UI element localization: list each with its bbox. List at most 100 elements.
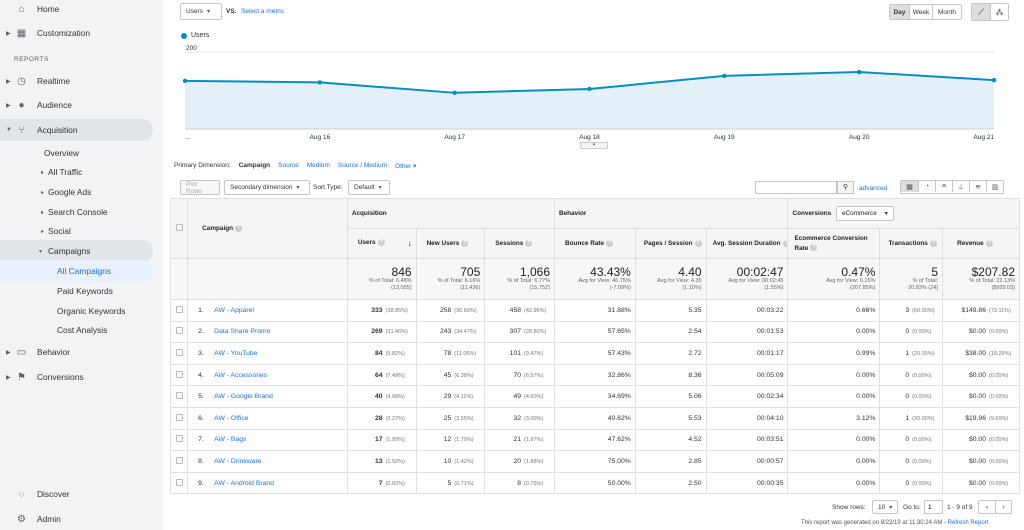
month-button[interactable]: Month bbox=[932, 5, 961, 19]
pie-view-icon[interactable]: ◔ bbox=[918, 181, 935, 192]
sidebar-item-all-traffic[interactable]: ▸ All Traffic bbox=[0, 161, 160, 183]
col-pages-session[interactable]: Pages / Session? bbox=[634, 228, 707, 259]
data-point[interactable] bbox=[587, 86, 592, 92]
search-icon[interactable]: ⚲ bbox=[837, 181, 854, 194]
dimension-campaign[interactable]: Campaign bbox=[238, 162, 271, 169]
data-point[interactable] bbox=[452, 90, 457, 96]
comparison-view-icon[interactable]: ⊥ bbox=[952, 181, 969, 192]
campaign-link[interactable]: Data Share Promo bbox=[214, 328, 271, 336]
row-checkbox[interactable] bbox=[175, 478, 183, 486]
sidebar-item-overview[interactable]: Overview bbox=[0, 142, 160, 164]
sidebar-item-discover[interactable]: ◌ Discover bbox=[0, 483, 160, 505]
col-sessions[interactable]: Sessions? bbox=[484, 228, 556, 259]
row-checkbox[interactable] bbox=[175, 305, 183, 313]
table-row[interactable]: 1. AW - Apparel 333 (38.95%) 258 (36.60%) 458(… bbox=[169, 299, 1020, 322]
sidebar-item-all-campaigns[interactable]: All Campaigns bbox=[0, 260, 153, 282]
campaign-header[interactable]: Campaign? bbox=[187, 198, 348, 259]
table-row[interactable]: 7. AW - Bags 17 (1.99%) 12 (1.70%) 21 (1.97%) 47… bbox=[169, 428, 1020, 452]
sidebar-item-acquisition[interactable]: ▼ ⑂ Acquisition bbox=[0, 119, 153, 141]
col-users[interactable]: Users? ↓ bbox=[346, 228, 417, 259]
table-row[interactable]: 5. AW - Google Brand 40 (4.68%) 29 (4.11%) 49(… bbox=[169, 385, 1020, 408]
session-duration-cell: 00:00:35 bbox=[705, 471, 789, 495]
sidebar-item-realtime[interactable]: ▶ ◷ Realtime bbox=[0, 70, 160, 92]
metric-select[interactable]: Users ▾ bbox=[180, 3, 222, 20]
show-rows-select[interactable]: 10 ▾ bbox=[872, 500, 898, 514]
campaign-link[interactable]: AW - Office bbox=[214, 414, 249, 422]
sidebar-item-cost-analysis[interactable]: Cost Analysis bbox=[0, 319, 160, 341]
goto-input[interactable] bbox=[924, 500, 943, 514]
col-bounce-rate[interactable]: Bounce Rate? bbox=[554, 228, 636, 259]
sidebar-item-campaigns[interactable]: ▾ Campaigns bbox=[0, 240, 153, 262]
dimension-source-medium[interactable]: Source / Medium bbox=[337, 162, 388, 169]
performance-view-icon[interactable]: ≡ bbox=[935, 181, 952, 192]
refresh-report-link[interactable]: Refresh Report bbox=[947, 520, 989, 526]
campaign-link[interactable]: AW - Accessories bbox=[214, 371, 268, 379]
campaign-link[interactable]: AW - Google Brand bbox=[214, 393, 273, 401]
sidebar-item-customization[interactable]: ▶ ▦ Customization bbox=[0, 22, 160, 44]
data-point[interactable] bbox=[856, 69, 862, 75]
sidebar-item-paid-keywords[interactable]: Paid Keywords bbox=[0, 280, 160, 302]
percent-of-total: (3.00%) bbox=[524, 415, 544, 422]
primary-dimension-label: Primary Dimension: bbox=[174, 162, 231, 169]
campaign-link[interactable]: AW - Drinkware bbox=[214, 457, 262, 465]
campaign-link[interactable]: AW - Android Brand bbox=[214, 479, 274, 487]
row-checkbox[interactable] bbox=[175, 348, 183, 356]
conversions-select[interactable]: eCommerce ▾ bbox=[835, 206, 894, 221]
dimension-other[interactable]: Other ▾ bbox=[395, 163, 417, 170]
total-value: 1,066 bbox=[519, 265, 551, 279]
sidebar-item-admin[interactable]: ⚙ Admin bbox=[0, 508, 160, 530]
row-checkbox[interactable] bbox=[175, 456, 183, 464]
select-metric-link[interactable]: Select a metric bbox=[241, 8, 284, 15]
data-point[interactable] bbox=[317, 80, 323, 85]
data-point[interactable] bbox=[182, 78, 188, 84]
table-row[interactable]: 4. AW - Accessories 64 (7.49%) 45 (6.38%) 70 (6… bbox=[169, 363, 1020, 387]
data-point[interactable] bbox=[991, 77, 997, 83]
campaign-link[interactable]: AW - YouTube bbox=[214, 349, 258, 357]
col-ecommerce-conversion-rate[interactable]: Ecommerce Conversion Rate? bbox=[787, 228, 881, 259]
chart-collapse-handle[interactable]: ▾ bbox=[580, 142, 608, 149]
row-checkbox[interactable] bbox=[175, 392, 183, 400]
campaign-link[interactable]: AW - Apparel bbox=[214, 306, 254, 314]
table-search-input[interactable] bbox=[755, 181, 837, 194]
plot-rows-button[interactable]: Plot Rows bbox=[180, 180, 220, 195]
row-checkbox[interactable] bbox=[175, 370, 183, 378]
row-checkbox[interactable] bbox=[175, 413, 183, 421]
term-cloud-icon[interactable]: ≋ bbox=[969, 181, 986, 192]
day-button[interactable]: Day bbox=[890, 5, 909, 19]
data-point[interactable] bbox=[722, 73, 727, 79]
sidebar-item-google-ads[interactable]: ▸ Google Ads bbox=[0, 181, 160, 203]
select-all-checkbox[interactable] bbox=[175, 224, 183, 231]
col-avg-session-duration[interactable]: Avg. Session Duration? bbox=[705, 228, 789, 259]
prev-page-icon[interactable]: ‹ bbox=[985, 503, 989, 511]
table-row[interactable]: 2. Data Share Promo 269 (31.46%) 243 (34.47%)… bbox=[169, 320, 1020, 344]
table-row[interactable]: 3. AW - YouTube 84 (9.82%) 78 (11.06%) 101 (9.4… bbox=[169, 342, 1020, 365]
sidebar-item-organic-keywords[interactable]: Organic Keywords bbox=[0, 300, 160, 322]
sidebar-item-social[interactable]: ▸ Social bbox=[0, 220, 160, 242]
sidebar-item-audience[interactable]: ▶ ● Audience bbox=[0, 94, 160, 116]
pivot-view-icon[interactable]: ▥ bbox=[986, 181, 1003, 192]
table-row[interactable]: 6. AW - Office 28 (3.27%) 25 (3.55%) 32 (3.00%)… bbox=[169, 406, 1020, 430]
table-row[interactable]: 9. AW - Android Brand 7 (0.82%) 5 (0.71%) 8 (0.… bbox=[169, 471, 1020, 495]
next-page-icon[interactable]: › bbox=[995, 501, 1011, 513]
dimension-source[interactable]: Source bbox=[278, 162, 299, 169]
advanced-filter-link[interactable]: advanced bbox=[859, 185, 888, 192]
sidebar-item-home[interactable]: ⌂ Home bbox=[0, 0, 160, 20]
row-checkbox[interactable] bbox=[175, 327, 183, 335]
sort-type-select[interactable]: Default ▾ bbox=[348, 180, 390, 195]
col-revenue[interactable]: Revenue? bbox=[942, 228, 1020, 259]
line-chart-icon[interactable]: ⟋ bbox=[972, 4, 990, 20]
sidebar-item-behavior[interactable]: ▶ ▭ Behavior bbox=[0, 341, 160, 363]
week-button[interactable]: Week bbox=[909, 5, 932, 19]
dimension-medium[interactable]: Medium bbox=[306, 162, 330, 169]
sidebar-item-conversions[interactable]: ▶ ⚑ Conversions bbox=[0, 366, 160, 388]
campaign-link[interactable]: AW - Bags bbox=[214, 436, 247, 444]
col-transactions[interactable]: Transactions? bbox=[879, 228, 944, 259]
secondary-dimension-select[interactable]: Secondary dimension ▾ bbox=[224, 180, 310, 195]
data-table-icon[interactable]: ▦ bbox=[901, 181, 918, 192]
row-checkbox[interactable] bbox=[175, 435, 183, 443]
motion-chart-icon[interactable]: ⁂ bbox=[990, 4, 1008, 20]
col-new-users[interactable]: New Users? bbox=[415, 228, 486, 259]
sidebar-item-label: All Traffic bbox=[48, 167, 83, 177]
sidebar-item-search-console[interactable]: ▸ Search Console bbox=[0, 201, 160, 223]
table-row[interactable]: 8. AW - Drinkware 13 (1.52%) 10 (1.42%) 20 (1.8… bbox=[169, 450, 1020, 473]
